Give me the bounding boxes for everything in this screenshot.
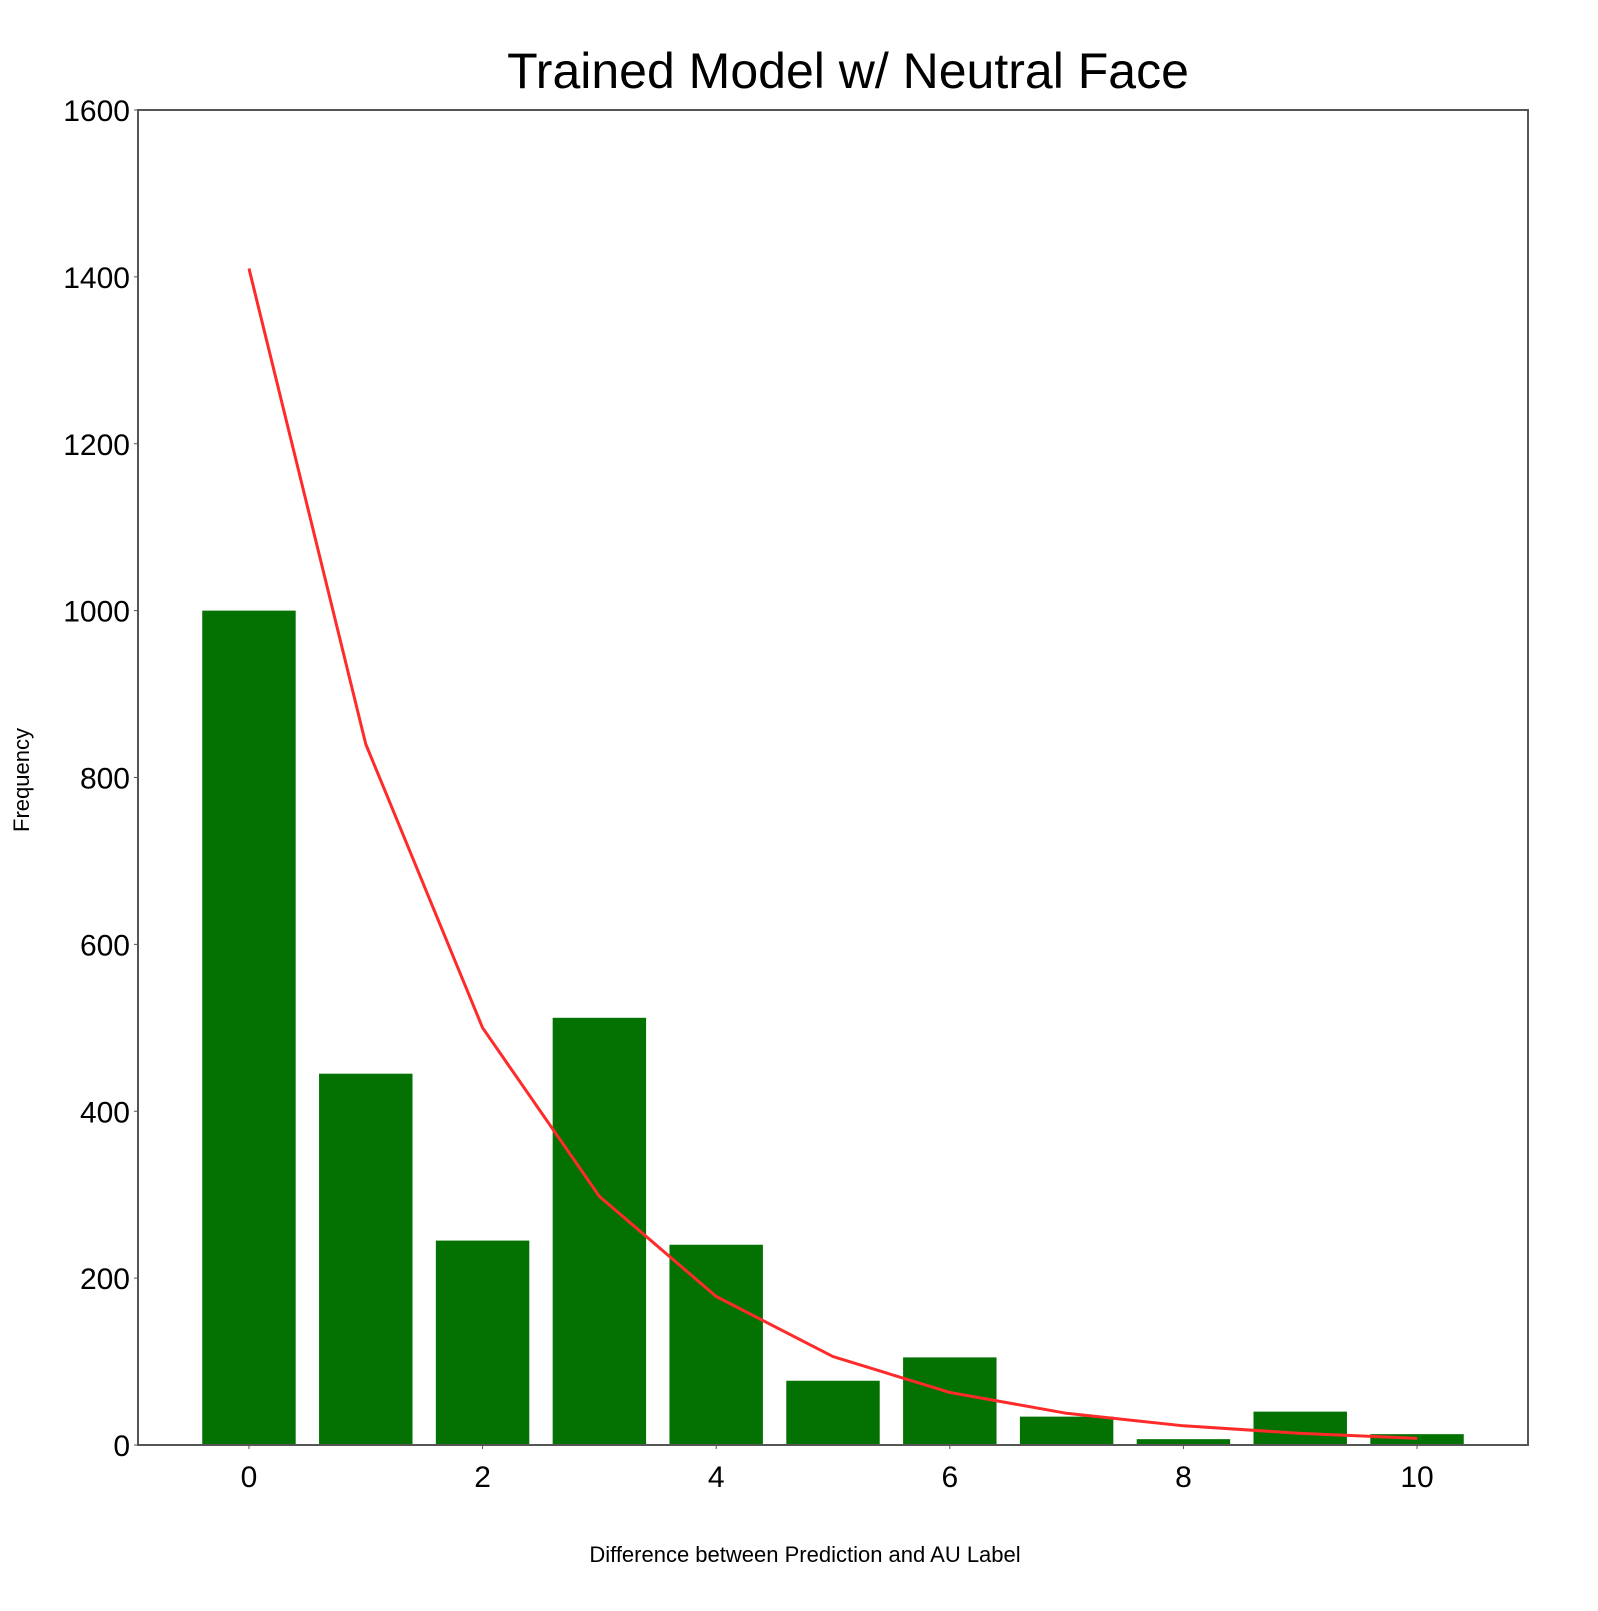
bar-2: [435, 1240, 530, 1445]
bar-10: [1370, 1434, 1464, 1445]
x-tick-label-6: 6: [941, 1461, 958, 1494]
y-tick-label-600: 600: [80, 929, 130, 962]
x-axis-label: Difference between Prediction and AU Lab…: [589, 1542, 1020, 1567]
chart-title: Trained Model w/ Neutral Face: [507, 43, 1189, 99]
y-tick-label-1200: 1200: [63, 429, 130, 462]
bar-4: [669, 1244, 763, 1445]
x-tick-label-2: 2: [474, 1461, 491, 1494]
x-tick-label-4: 4: [708, 1461, 725, 1494]
bar-0: [202, 610, 296, 1445]
trend-line: [247, 268, 1418, 1440]
y-tick-label-1000: 1000: [63, 596, 130, 629]
bar-8: [1136, 1439, 1231, 1445]
x-tick-label-10: 10: [1400, 1461, 1433, 1494]
bar-5: [786, 1380, 880, 1445]
y-tick-label-800: 800: [80, 763, 130, 796]
bars-layer: [202, 610, 1464, 1445]
y-tick-label-400: 400: [80, 1096, 130, 1129]
y-axis-label: Frequency: [9, 728, 34, 832]
y-axis-ticks: 0 200 400 600 800 1000 1200 1400 1600: [63, 95, 138, 1463]
y-tick-label-0: 0: [113, 1430, 130, 1463]
y-tick-label-1600: 1600: [63, 95, 130, 128]
x-axis-ticks: 0 2 4 6 8 10: [241, 1445, 1434, 1494]
line-layer: [247, 268, 1418, 1440]
bar-7: [1019, 1416, 1114, 1445]
y-tick-label-1400: 1400: [63, 262, 130, 295]
bar-3: [552, 1017, 647, 1445]
bar-9: [1253, 1411, 1347, 1445]
bar-1: [319, 1073, 413, 1445]
x-tick-label-0: 0: [241, 1461, 258, 1494]
x-tick-label-8: 8: [1175, 1461, 1192, 1494]
bar-6: [903, 1357, 997, 1445]
y-tick-label-200: 200: [80, 1263, 130, 1296]
